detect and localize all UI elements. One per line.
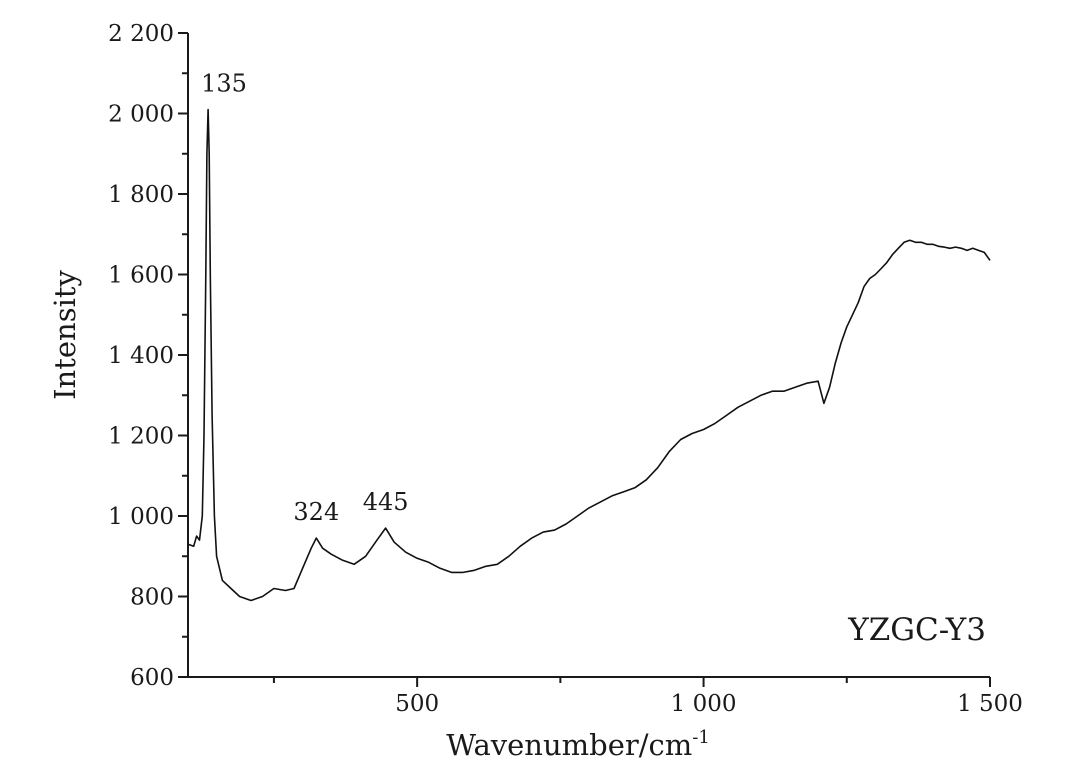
y-axis-title: Intensity: [48, 269, 82, 399]
sample-label: YZGC-Y3: [847, 612, 986, 648]
spectrum-line: [187, 108, 991, 602]
peak-label: 135: [201, 69, 247, 97]
axes: [187, 33, 990, 678]
x-tick-label: 1 500: [957, 691, 1023, 717]
series-layer: [187, 108, 991, 602]
y-tick-label: 1 800: [108, 182, 174, 208]
y-tick-label: 600: [130, 665, 174, 691]
x-tick-label: 500: [395, 691, 439, 717]
peak-annotations: 135 324 445: [201, 69, 408, 526]
ticks: 600 800 1 000 1 200 1 400 1 600 1 800 2 000 2 20…: [108, 21, 1023, 717]
x-axis-title: Wavenumber/cm-1: [446, 727, 710, 762]
y-tick-label: 800: [130, 585, 174, 611]
y-tick-label: 2 200: [108, 21, 174, 47]
peak-label: 324: [293, 498, 339, 526]
peak-label: 445: [363, 488, 409, 516]
y-tick-label: 1 400: [108, 343, 174, 369]
y-tick-label: 1 600: [108, 263, 174, 289]
x-tick-label: 1 000: [671, 691, 737, 717]
y-tick-label: 1 000: [108, 504, 174, 530]
y-tick-label: 2 000: [108, 102, 174, 128]
y-tick-label: 1 200: [108, 424, 174, 450]
